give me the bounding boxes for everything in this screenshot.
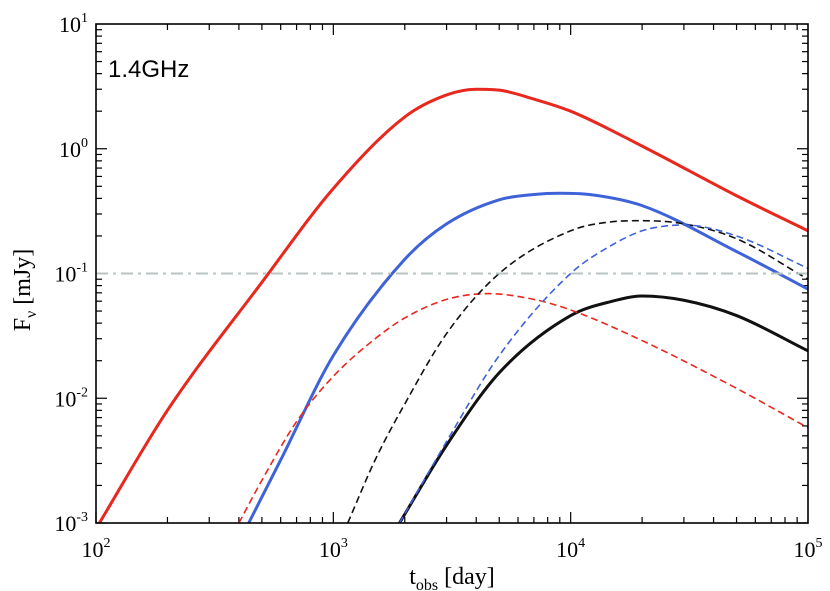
- y-tick-label-base: 10: [59, 12, 81, 37]
- y-tick-label: 10-3: [54, 510, 88, 536]
- y-tick-label: 100: [59, 136, 88, 162]
- y-tick-label-base: 10: [54, 386, 76, 411]
- y-tick-label-exp: -1: [76, 261, 88, 276]
- y-axis-title-sub: ν: [23, 311, 40, 318]
- y-tick-label-base: 10: [54, 511, 76, 536]
- y-axis-title-base: F: [10, 318, 36, 331]
- series-line-blue-solid: [247, 191, 808, 523]
- panel-annotation: 1.4GHz: [108, 56, 189, 83]
- x-tick-label-base: 10: [319, 537, 341, 562]
- y-tick-label-base: 10: [54, 262, 76, 287]
- y-tick-label-exp: 0: [81, 136, 88, 151]
- x-axis-title-sub: obs: [416, 577, 438, 591]
- y-tick-label-exp: -2: [76, 385, 88, 400]
- x-axis-title: tobs [day]: [409, 564, 495, 591]
- series-layer: [96, 87, 808, 523]
- x-tick-label: 104: [556, 536, 585, 562]
- x-tick-label: 105: [794, 536, 823, 562]
- x-tick-labels: 102 103 104 105: [82, 536, 823, 562]
- series-line-blue-dashed: [398, 224, 808, 523]
- series-line-red-solid: [97, 87, 808, 523]
- x-axis-title-rest: [day]: [438, 564, 495, 590]
- x-tick-label-exp: 3: [341, 536, 348, 551]
- x-tick-label: 103: [319, 536, 348, 562]
- x-tick-label-exp: 5: [816, 536, 823, 551]
- axis-ticks: [95, 24, 808, 524]
- y-axis-title-rest: [mJy]: [10, 249, 36, 311]
- x-tick-label-exp: 2: [104, 536, 111, 551]
- series-line-red-dashed: [238, 292, 808, 523]
- y-tick-label: 101: [59, 11, 88, 37]
- x-tick-label: 102: [82, 536, 111, 562]
- y-tick-label-exp: 1: [81, 11, 88, 26]
- y-tick-label-exp: -3: [76, 510, 88, 525]
- y-tick-label-base: 10: [59, 137, 81, 162]
- y-tick-label: 10-2: [54, 385, 88, 411]
- x-tick-label-base: 10: [82, 537, 104, 562]
- y-tick-label: 10-1: [54, 261, 88, 287]
- x-axis-title-base: t: [409, 564, 416, 590]
- plot-frame: [95, 23, 809, 524]
- series-line-black-dashed: [347, 219, 808, 523]
- x-tick-label-base: 10: [794, 537, 816, 562]
- x-tick-label-exp: 4: [578, 536, 585, 551]
- y-axis-title: Fν [mJy]: [10, 249, 40, 332]
- x-tick-label-base: 10: [556, 537, 578, 562]
- series-line-black-solid: [398, 294, 808, 523]
